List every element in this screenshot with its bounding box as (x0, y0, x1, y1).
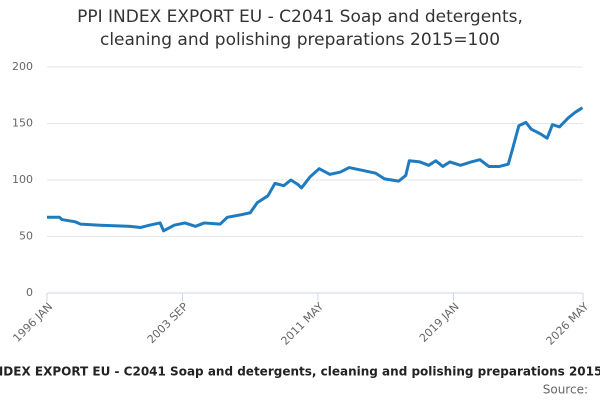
data-line (47, 106, 584, 233)
y-tick-label: 100 (12, 173, 33, 186)
chart-title: PPI INDEX EXPORT EU - C2041 Soap and det… (77, 7, 523, 50)
x-tick-label: 2003 SEP (145, 300, 191, 346)
x-tick-label: 2026 MAY (544, 300, 592, 348)
x-tick-label: 2019 JAN (417, 300, 462, 345)
y-tick-label: 0 (26, 286, 33, 299)
y-tick-label: 200 (12, 60, 33, 73)
x-tick-label: 1996 JAN (10, 300, 55, 345)
source: Source: (543, 383, 588, 397)
y-tick-label: 150 (12, 117, 33, 130)
y-tick-label: 50 (19, 230, 33, 243)
legend-entry: PPI INDEX EXPORT EU - C2041 Soap and det… (0, 365, 600, 379)
x-tick-label: 2011 MAY (279, 300, 327, 348)
